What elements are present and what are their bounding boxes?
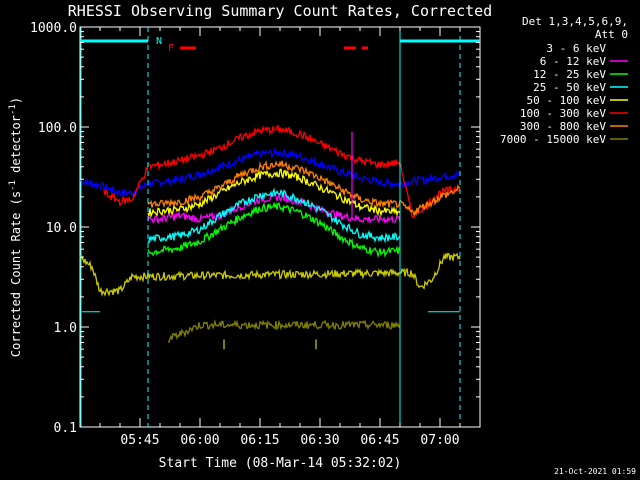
- x-tick-label: 06:15: [240, 433, 279, 448]
- legend-label: 100 - 300 keV: [520, 107, 606, 120]
- series-line: [147, 201, 401, 259]
- series-layer: [79, 124, 461, 344]
- series-line: [103, 124, 461, 219]
- legend-label: 25 - 50 keV: [533, 81, 606, 94]
- series-line: [147, 187, 401, 245]
- series-line: [147, 201, 401, 260]
- series-line: [167, 319, 401, 344]
- x-axis-ticks: 05:45 06:00 06:15 06:30 06:45 07:00: [79, 27, 481, 448]
- x-axis-label: Start Time (08-Mar-14 05:32:02): [159, 456, 402, 471]
- x-tick-label: 06:00: [180, 433, 219, 448]
- legend-header: Det 1,3,4,5,6,9,: [522, 15, 628, 28]
- timestamp: 21-Oct-2021 01:59: [554, 467, 636, 476]
- y-tick-label: 1000.0: [30, 21, 77, 36]
- x-tick-label: 07:00: [420, 433, 459, 448]
- y-tick-label: 1.0: [54, 321, 77, 336]
- y-axis-label-part: Corrected Count Rate (s: [9, 191, 23, 357]
- series-line: [79, 146, 461, 199]
- x-tick-label: 06:45: [360, 433, 399, 448]
- x-tick-label: 05:45: [120, 433, 159, 448]
- legend-label: 3 - 6 keV: [546, 42, 606, 55]
- legend-label: 50 - 100 keV: [527, 94, 607, 107]
- y-axis-label: Corrected Count Rate (s-1 detector-1): [8, 97, 23, 357]
- series-line: [79, 252, 461, 297]
- legend-label: 300 - 800 keV: [520, 120, 606, 133]
- flare-annotation: F: [168, 43, 174, 54]
- series-line: [147, 168, 401, 219]
- legend-label: 6 - 12 keV: [540, 55, 607, 68]
- legend-label: 7000 - 15000 keV: [500, 133, 606, 146]
- chart-title: RHESSI Observing Summary Count Rates, Co…: [68, 2, 492, 20]
- legend-header: Att 0: [595, 28, 628, 41]
- overlay-layer: NF: [80, 27, 480, 427]
- y-axis-label-sup: -1: [8, 104, 18, 115]
- series-line: [147, 192, 401, 225]
- legend-label: 12 - 25 keV: [533, 68, 606, 81]
- x-tick-label: 06:30: [300, 433, 339, 448]
- y-tick-label: 100.0: [38, 121, 77, 136]
- series-line: [147, 160, 461, 217]
- y-axis-label-part: detector: [9, 115, 23, 180]
- y-tick-label: 10.0: [46, 221, 77, 236]
- y-tick-label: 0.1: [54, 421, 77, 436]
- y-axis-ticks: 0.1 1.0 10.0 100.0 1000.0: [30, 21, 480, 436]
- y-axis-label-part: ): [9, 97, 23, 104]
- night-annotation: N: [156, 36, 162, 47]
- y-axis-label-sup: -1: [8, 180, 18, 191]
